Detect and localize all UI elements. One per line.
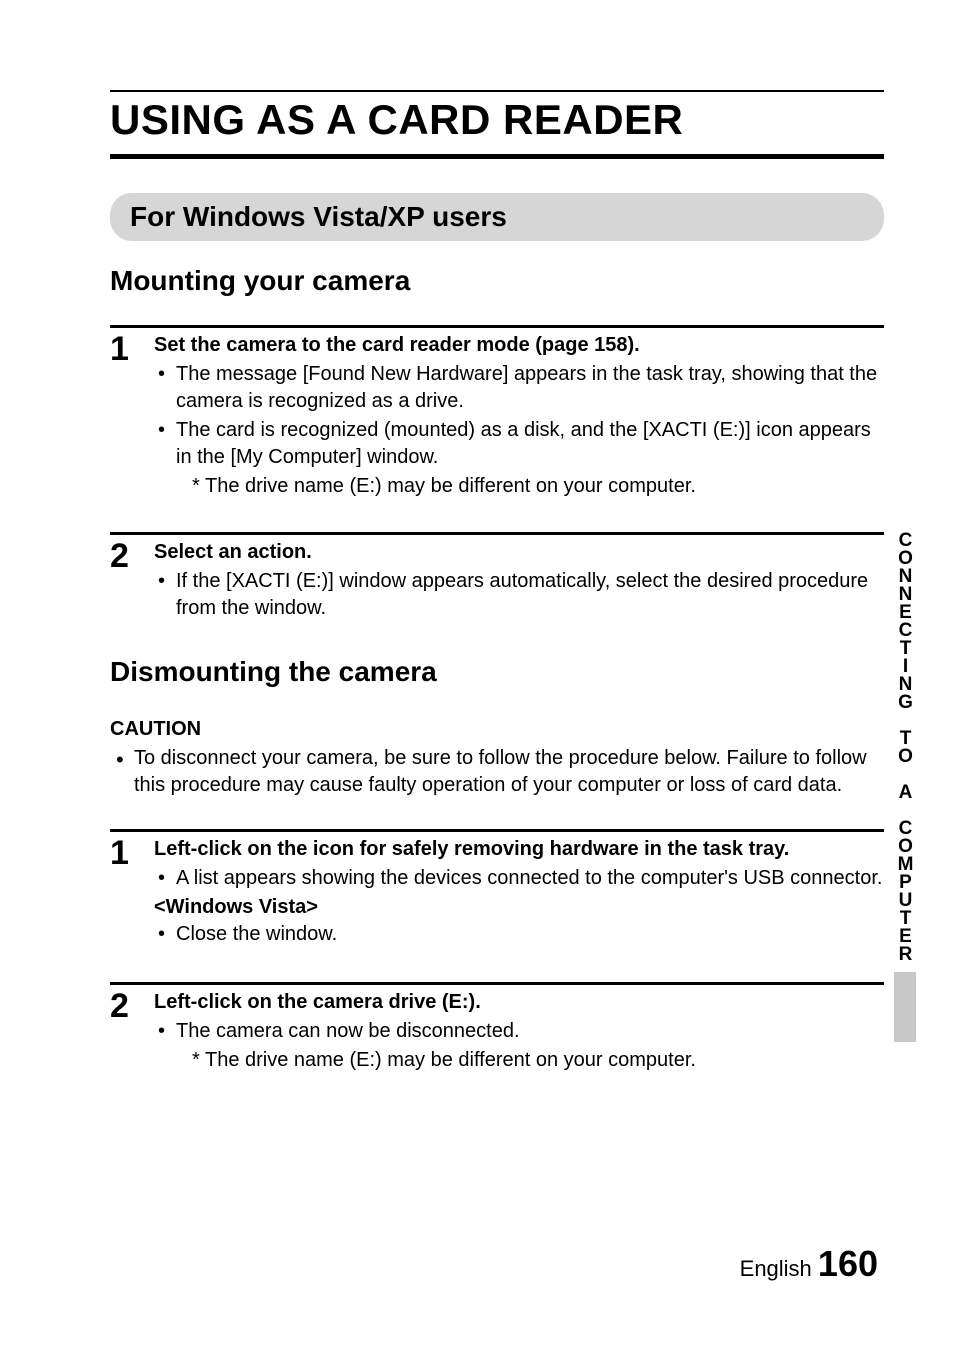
step-number: 2	[110, 989, 154, 1023]
caution-block: CAUTION To disconnect your camera, be su…	[110, 716, 884, 799]
dismounting-heading: Dismounting the camera	[110, 656, 884, 688]
mounting-heading: Mounting your camera	[110, 265, 884, 297]
step-bullet: If the [XACTI (E:)] window appears autom…	[154, 568, 884, 622]
step-title: Select an action.	[154, 539, 884, 566]
manual-page: USING AS A CARD READER For Windows Vista…	[0, 0, 954, 1345]
footer-page-number: 160	[818, 1243, 878, 1284]
page-title: USING AS A CARD READER	[110, 90, 884, 159]
side-tab-label: CONNECTING TO A COMPUTER	[894, 530, 916, 962]
mount-step-2: 2 Select an action. If the [XACTI (E:)] …	[110, 532, 884, 624]
step-title: Left-click on the camera drive (E:).	[154, 989, 884, 1016]
section-pill: For Windows Vista/XP users	[110, 193, 884, 241]
mount-step-1: 1 Set the camera to the card reader mode…	[110, 325, 884, 500]
side-tab-bar	[894, 972, 916, 1042]
caution-label: CAUTION	[110, 716, 884, 743]
footer-language: English	[740, 1256, 812, 1281]
page-footer: English 160	[740, 1243, 878, 1285]
step-bullet: The message [Found New Hardware] appears…	[154, 361, 884, 415]
step-title: Left-click on the icon for safely removi…	[154, 836, 884, 863]
caution-text: To disconnect your camera, be sure to fo…	[110, 745, 884, 799]
step-title: Set the camera to the card reader mode (…	[154, 332, 884, 359]
step-number: 2	[110, 539, 154, 573]
step-bullet: Close the window.	[154, 921, 884, 948]
step-bullet: A list appears showing the devices conne…	[154, 865, 884, 892]
step-number: 1	[110, 332, 154, 366]
step-bullet: The card is recognized (mounted) as a di…	[154, 417, 884, 471]
dismount-step-1: 1 Left-click on the icon for safely remo…	[110, 829, 884, 950]
step-subnote: <Windows Vista>	[154, 894, 884, 921]
side-tab: CONNECTING TO A COMPUTER	[894, 530, 916, 1042]
dismount-step-2: 2 Left-click on the camera drive (E:). T…	[110, 982, 884, 1074]
step-note: * The drive name (E:) may be different o…	[154, 473, 884, 500]
step-bullet: The camera can now be disconnected.	[154, 1018, 884, 1045]
step-number: 1	[110, 836, 154, 870]
step-note: * The drive name (E:) may be different o…	[154, 1047, 884, 1074]
